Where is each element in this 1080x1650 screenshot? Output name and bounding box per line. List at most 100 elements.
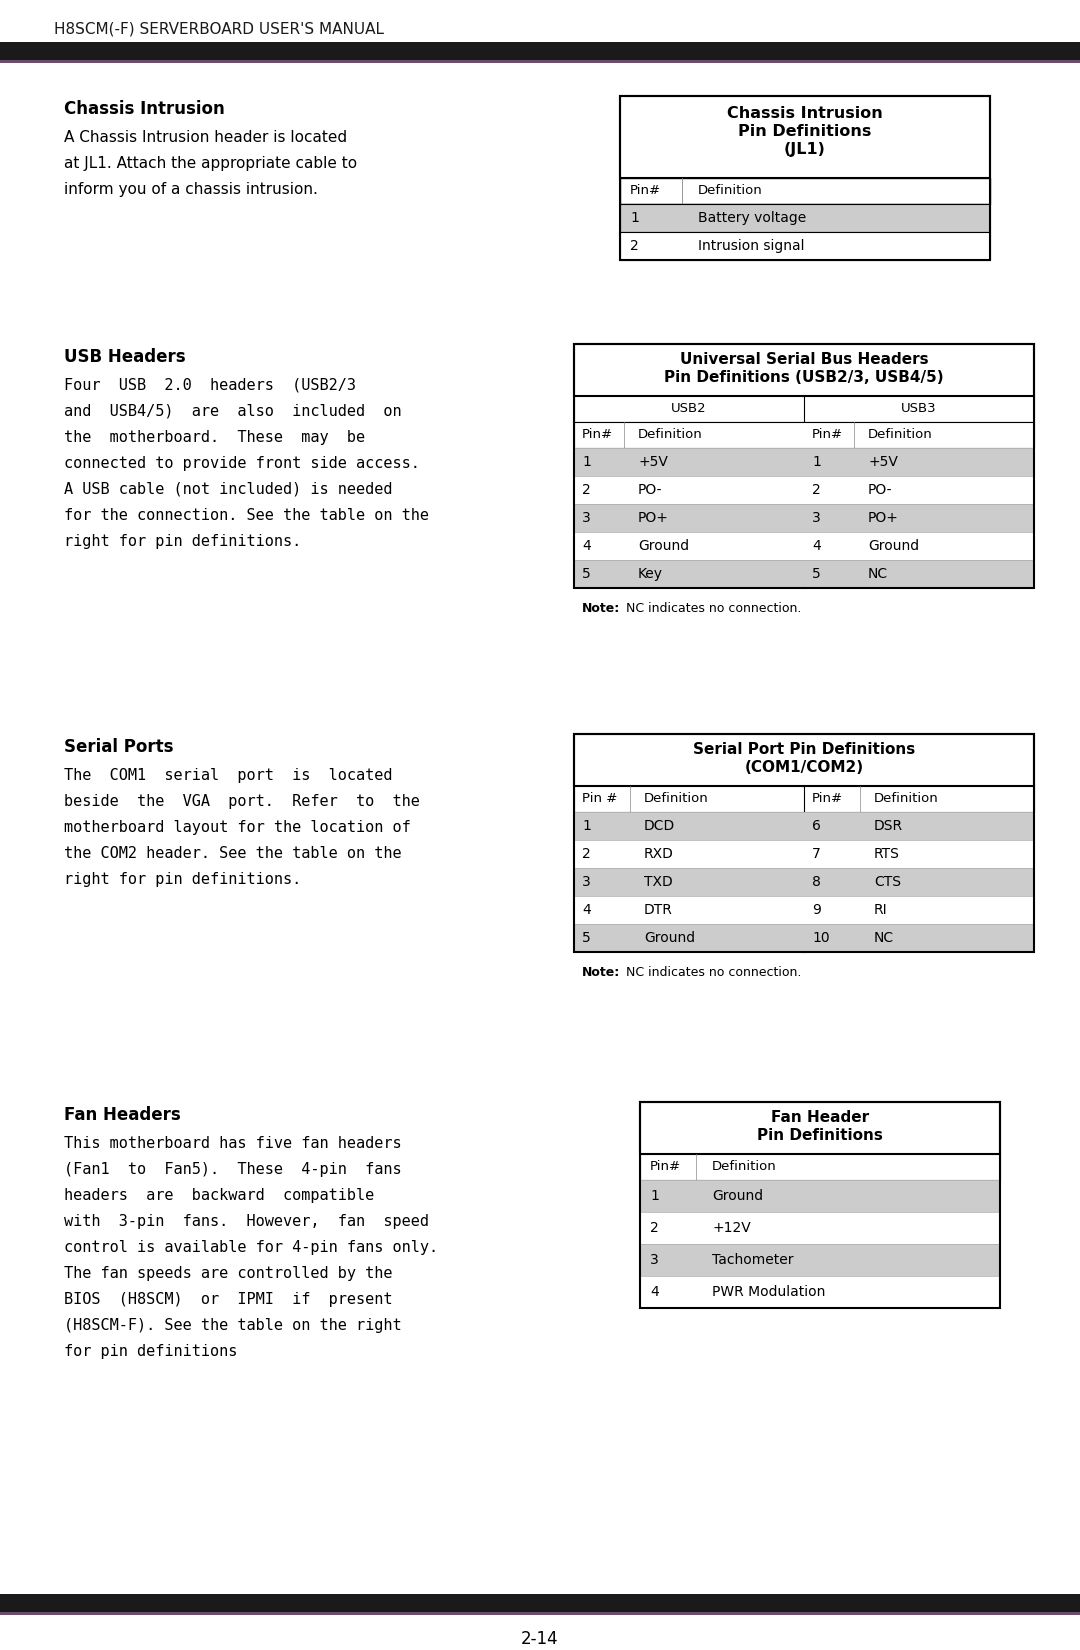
Text: Serial Ports: Serial Ports	[64, 738, 174, 756]
Text: right for pin definitions.: right for pin definitions.	[64, 871, 301, 888]
Text: PO-: PO-	[638, 483, 662, 497]
Text: inform you of a chassis intrusion.: inform you of a chassis intrusion.	[64, 182, 318, 196]
Bar	[573, 734, 1034, 785]
Text: Universal Serial Bus Headers: Universal Serial Bus Headers	[679, 351, 929, 366]
Text: Definition: Definition	[644, 792, 708, 805]
Bar	[620, 96, 990, 261]
Text: Ground: Ground	[712, 1190, 764, 1203]
Text: H8SCM(-F) SERVERBOARD USER'S MANUAL: H8SCM(-F) SERVERBOARD USER'S MANUAL	[54, 21, 384, 36]
Text: Note:: Note:	[582, 602, 620, 615]
Text: Definition: Definition	[874, 792, 939, 805]
Text: Definition: Definition	[698, 185, 762, 196]
Bar	[573, 422, 1034, 449]
Text: the  motherboard.  These  may  be: the motherboard. These may be	[64, 431, 365, 446]
Text: motherboard layout for the location of: motherboard layout for the location of	[64, 820, 410, 835]
Text: Pin #: Pin #	[582, 792, 618, 805]
Bar	[640, 1275, 1000, 1308]
Bar	[573, 449, 1034, 475]
Text: 2: 2	[582, 483, 591, 497]
Text: (JL1): (JL1)	[784, 142, 826, 157]
Bar	[640, 1102, 1000, 1153]
Text: 3: 3	[812, 512, 821, 525]
Text: PO+: PO+	[638, 512, 669, 525]
Bar	[620, 233, 990, 261]
Bar	[640, 1244, 1000, 1275]
Text: 5: 5	[582, 568, 591, 581]
Text: Pin#: Pin#	[812, 427, 843, 441]
Text: Key: Key	[638, 568, 663, 581]
Text: headers  are  backward  compatible: headers are backward compatible	[64, 1188, 375, 1203]
Text: and  USB4/5)  are  also  included  on: and USB4/5) are also included on	[64, 404, 402, 419]
Text: Pin#: Pin#	[582, 427, 613, 441]
Text: 2: 2	[630, 239, 638, 252]
Text: Ground: Ground	[644, 931, 696, 945]
Text: NC indicates no connection.: NC indicates no connection.	[622, 602, 801, 615]
Text: PO+: PO+	[868, 512, 899, 525]
Bar	[620, 205, 990, 233]
Text: 3: 3	[582, 512, 591, 525]
Bar	[573, 475, 1034, 503]
Text: DCD: DCD	[644, 818, 675, 833]
Text: Chassis Intrusion: Chassis Intrusion	[727, 106, 882, 120]
Text: Tachometer: Tachometer	[712, 1252, 794, 1267]
Text: Four  USB  2.0  headers  (USB2/3: Four USB 2.0 headers (USB2/3	[64, 378, 356, 393]
Bar	[573, 531, 1034, 559]
Text: beside  the  VGA  port.  Refer  to  the: beside the VGA port. Refer to the	[64, 794, 420, 808]
Text: Fan Header: Fan Header	[771, 1110, 869, 1125]
Text: NC: NC	[874, 931, 894, 945]
Bar	[573, 924, 1034, 952]
Text: Chassis Intrusion: Chassis Intrusion	[64, 101, 225, 119]
Text: RI: RI	[874, 903, 888, 917]
Text: A USB cable (not included) is needed: A USB cable (not included) is needed	[64, 482, 392, 497]
Text: The fan speeds are controlled by the: The fan speeds are controlled by the	[64, 1266, 392, 1280]
Text: at JL1. Attach the appropriate cable to: at JL1. Attach the appropriate cable to	[64, 157, 357, 172]
Text: control is available for 4-pin fans only.: control is available for 4-pin fans only…	[64, 1241, 438, 1256]
Text: +5V: +5V	[638, 455, 667, 469]
Text: USB Headers: USB Headers	[64, 348, 186, 366]
Bar	[640, 1244, 1000, 1275]
Text: NC indicates no connection.: NC indicates no connection.	[622, 965, 801, 978]
Bar	[620, 96, 990, 178]
Bar	[573, 503, 1034, 531]
Bar	[573, 449, 1034, 475]
Text: (Fan1  to  Fan5).  These  4-pin  fans: (Fan1 to Fan5). These 4-pin fans	[64, 1162, 402, 1176]
Bar	[640, 1213, 1000, 1244]
Text: with  3-pin  fans.  However,  fan  speed: with 3-pin fans. However, fan speed	[64, 1214, 429, 1229]
Text: DTR: DTR	[644, 903, 673, 917]
Text: Fan Headers: Fan Headers	[64, 1106, 180, 1124]
Bar	[573, 343, 1034, 587]
Bar	[640, 1180, 1000, 1213]
Text: 10: 10	[812, 931, 829, 945]
Text: 7: 7	[812, 846, 821, 861]
Text: right for pin definitions.: right for pin definitions.	[64, 535, 301, 549]
Text: USB3: USB3	[901, 403, 936, 416]
Bar	[640, 1275, 1000, 1308]
Bar	[573, 840, 1034, 868]
Bar	[573, 812, 1034, 840]
Text: USB2: USB2	[671, 403, 706, 416]
Bar	[573, 475, 1034, 503]
Bar	[573, 396, 1034, 422]
Text: Battery voltage: Battery voltage	[698, 211, 807, 224]
Text: Pin Definitions: Pin Definitions	[757, 1129, 883, 1143]
Text: Pin Definitions: Pin Definitions	[739, 124, 872, 139]
Bar	[573, 924, 1034, 952]
Text: 1: 1	[812, 455, 821, 469]
Text: 1: 1	[582, 455, 591, 469]
Text: 2: 2	[582, 846, 591, 861]
Text: 9: 9	[812, 903, 821, 917]
Text: 3: 3	[582, 874, 591, 889]
Text: 3: 3	[650, 1252, 659, 1267]
Text: 2: 2	[812, 483, 821, 497]
Text: Note:: Note:	[582, 965, 620, 978]
Text: Intrusion signal: Intrusion signal	[698, 239, 805, 252]
Text: This motherboard has five fan headers: This motherboard has five fan headers	[64, 1135, 402, 1152]
Text: 1: 1	[582, 818, 591, 833]
Bar	[573, 343, 1034, 396]
Text: Definition: Definition	[712, 1160, 777, 1173]
Bar	[640, 1153, 1000, 1180]
Bar	[573, 734, 1034, 952]
Bar	[620, 233, 990, 261]
Bar	[0, 59, 1080, 63]
Bar	[620, 178, 990, 205]
